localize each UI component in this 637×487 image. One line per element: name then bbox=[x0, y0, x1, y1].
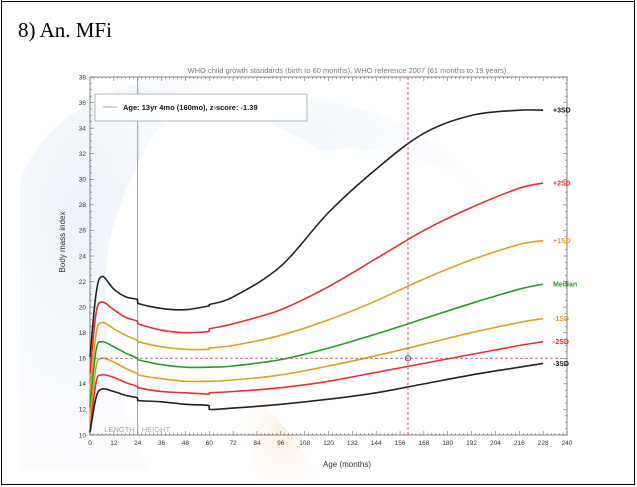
x-tick-label: 240 bbox=[562, 440, 573, 447]
overlay bbox=[90, 77, 567, 435]
y-tick-label: 30 bbox=[79, 177, 87, 184]
series-labels: +3SD +2SD +1SD Median -1SD -2SD -3SD bbox=[553, 108, 577, 368]
chart-title: WHO child growth standards (birth to 60 … bbox=[188, 66, 507, 75]
legend-text: Age: 13yr 4mo (160mo), z-score: -1.39 bbox=[123, 103, 258, 112]
y-tick-label: 20 bbox=[79, 304, 87, 311]
series-label: Median bbox=[553, 282, 577, 289]
bmi-growth-chart: WHO child growth standards (birth to 60 … bbox=[58, 66, 577, 469]
series-label: -3SD bbox=[553, 361, 569, 368]
y-tick-label: 28 bbox=[79, 202, 87, 209]
x-tick-label: 180 bbox=[442, 440, 453, 447]
series-line-1SD bbox=[89, 317, 544, 421]
x-tick-label: 108 bbox=[299, 440, 310, 447]
series-line-Median bbox=[89, 283, 544, 407]
figure-caption: 8) An. MFi bbox=[18, 18, 112, 42]
x-tick-label: 144 bbox=[371, 440, 382, 447]
series-line-3SD bbox=[89, 109, 544, 358]
series-lines bbox=[89, 109, 544, 433]
table-top-border bbox=[0, 0, 637, 5]
series-label: +2SD bbox=[553, 181, 571, 188]
series-label: -2SD bbox=[553, 339, 569, 346]
x-tick-label: 48 bbox=[182, 440, 190, 447]
x-tick-label: 72 bbox=[229, 440, 237, 447]
x-tick-label: 120 bbox=[323, 440, 334, 447]
x-tick-label: 192 bbox=[466, 440, 477, 447]
y-tick-label: 32 bbox=[79, 151, 87, 158]
series-label: +1SD bbox=[553, 238, 571, 245]
series-line-2SD bbox=[89, 340, 544, 433]
x-tick-label: 96 bbox=[277, 440, 285, 447]
series-label: -1SD bbox=[553, 316, 569, 323]
y-tick-label: 26 bbox=[79, 228, 87, 235]
y-axis-label: Body mass index bbox=[58, 212, 67, 273]
x-tick-label: 12 bbox=[110, 440, 118, 447]
region-label-height: HEIGHT bbox=[142, 425, 171, 434]
x-tick-label: 24 bbox=[134, 440, 142, 447]
x-tick-label: 204 bbox=[490, 440, 501, 447]
x-axis-label: Age (months) bbox=[323, 460, 371, 469]
marker-point bbox=[404, 355, 412, 362]
y-tick-label: 34 bbox=[79, 125, 87, 132]
x-tick-label: 228 bbox=[538, 440, 549, 447]
x-tick-label: 84 bbox=[253, 440, 261, 447]
x-tick-label: 168 bbox=[418, 440, 429, 447]
y-tick-label: 14 bbox=[79, 381, 87, 388]
y-tick-label: 16 bbox=[79, 356, 87, 363]
y-tick-label: 22 bbox=[79, 279, 87, 286]
series-line-1SD bbox=[89, 239, 544, 392]
x-tick-label: 216 bbox=[514, 440, 525, 447]
series-line-2SD bbox=[89, 182, 544, 374]
x-tick-label: 0 bbox=[88, 440, 92, 447]
y-tick-label: 12 bbox=[79, 407, 87, 414]
legend-box bbox=[94, 93, 308, 122]
legend: Age: 13yr 4mo (160mo), z-score: -1.39 bbox=[94, 93, 308, 122]
x-tick-label: 132 bbox=[347, 440, 358, 447]
x-tick-label: 36 bbox=[158, 440, 166, 447]
y-tick-label: 10 bbox=[79, 432, 87, 439]
series-line-3SD bbox=[89, 362, 544, 433]
y-tick-label: 38 bbox=[79, 74, 87, 81]
series-label: +3SD bbox=[553, 108, 571, 115]
y-tick-label: 36 bbox=[79, 100, 87, 107]
y-tick-label: 18 bbox=[79, 330, 87, 337]
x-tick-label: 156 bbox=[395, 440, 406, 447]
x-tick-label: 60 bbox=[206, 440, 214, 447]
y-tick-label: 24 bbox=[79, 253, 87, 260]
region-label-length: LENGTH bbox=[104, 425, 134, 434]
